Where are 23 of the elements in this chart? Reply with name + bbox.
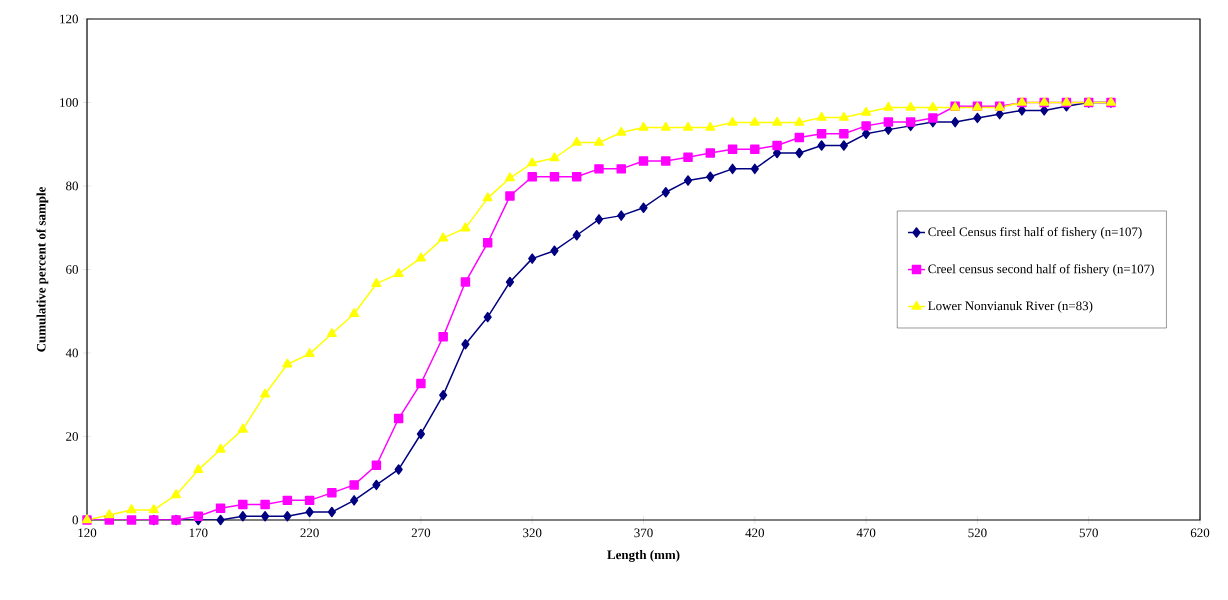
- x-tick-label: 270: [411, 528, 431, 538]
- y-tick-label: 20: [66, 432, 78, 441]
- y-axis-title: Cumulative percent of sample: [36, 187, 49, 352]
- y-tick-label: 60: [66, 265, 78, 274]
- x-tick-label: 420: [745, 528, 765, 538]
- x-tick-label: 520: [968, 528, 987, 538]
- y-tick-label: 0: [72, 515, 78, 525]
- y-tick-label: 100: [60, 98, 78, 107]
- legend-label: Creel Census first half of fishery (n=107): [928, 226, 1142, 239]
- legend-label: Creel census second half of fishery (n=107): [928, 264, 1154, 276]
- y-tick-label: 120: [60, 14, 78, 24]
- x-tick-label: 370: [634, 528, 653, 538]
- x-tick-label: 470: [856, 528, 876, 538]
- x-axis-title: Length (mm): [607, 550, 680, 562]
- y-tick-label: 40: [65, 348, 78, 358]
- x-tick-label: 170: [189, 528, 208, 538]
- x-tick-label: 320: [523, 528, 542, 538]
- legend-label: Lower Nonvianuk River (n=83): [928, 301, 1093, 313]
- y-tick-label: 80: [66, 181, 78, 191]
- x-tick-label: 220: [300, 528, 319, 538]
- x-tick-label: 120: [78, 528, 97, 538]
- x-tick-label: 620: [1190, 528, 1210, 538]
- x-tick-label: 570: [1079, 528, 1098, 538]
